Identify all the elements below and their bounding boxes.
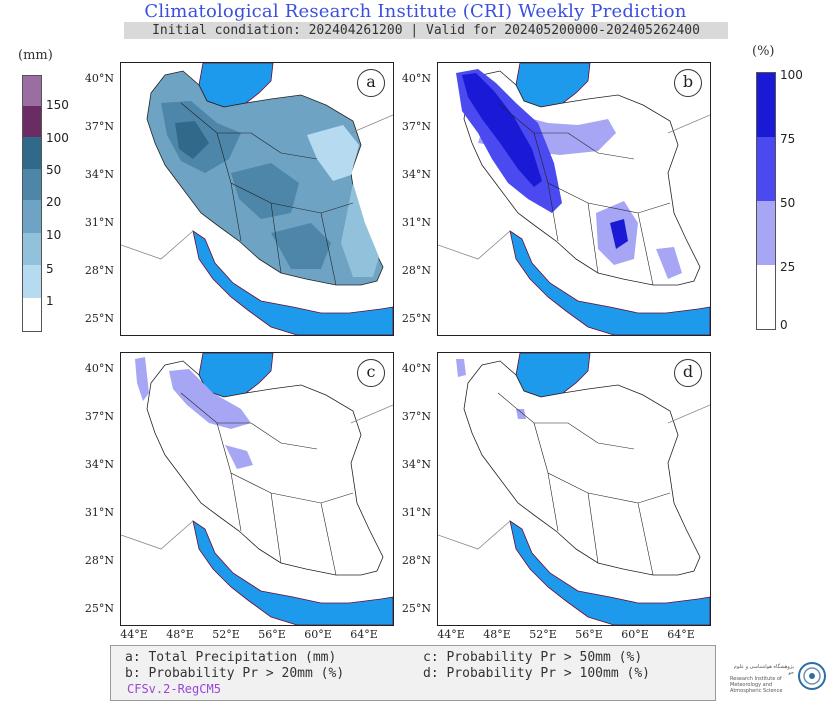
cb-right-tick-50: 50 bbox=[780, 196, 796, 210]
panel-legend: a: Total Precipitation (mm) b: Probabili… bbox=[110, 645, 716, 701]
lat-label: 40°N bbox=[401, 72, 431, 85]
lat-label: 31°N bbox=[84, 216, 114, 229]
lat-label: 25°N bbox=[84, 602, 114, 615]
lon-label: 52°E bbox=[212, 628, 240, 641]
lat-label: 40°N bbox=[84, 362, 114, 375]
cb-left-tick-150: 150 bbox=[46, 98, 69, 112]
logo-text: پژوهشگاه هواشناسی و علوم جو Research Ins… bbox=[730, 664, 794, 694]
lat-label: 40°N bbox=[84, 72, 114, 85]
panel-a-label: a bbox=[357, 69, 385, 97]
lon-label: 44°E bbox=[437, 628, 465, 641]
colorbar-left-unit: (mm) bbox=[18, 48, 53, 63]
cb-left-tick-100: 100 bbox=[46, 131, 69, 145]
lat-label: 25°N bbox=[401, 312, 431, 325]
cb-right-tick-25: 25 bbox=[780, 260, 796, 274]
lon-label: 60°E bbox=[621, 628, 649, 641]
legend-b: b: Probability Pr > 20mm (%) bbox=[125, 666, 345, 681]
map-panel-d: d bbox=[437, 352, 711, 626]
map-panel-c: c bbox=[120, 352, 394, 626]
lon-label: 64°E bbox=[667, 628, 695, 641]
colorbar-right-unit: (%) bbox=[752, 44, 775, 59]
lon-label: 48°E bbox=[166, 628, 194, 641]
lon-label: 44°E bbox=[120, 628, 148, 641]
colorbar-left bbox=[22, 75, 42, 332]
lat-label: 37°N bbox=[401, 120, 431, 133]
colorbar-right bbox=[756, 72, 776, 330]
legend-c: c: Probability Pr > 50mm (%) bbox=[423, 650, 643, 665]
cb-right-tick-0: 0 bbox=[780, 318, 788, 332]
lat-label: 34°N bbox=[84, 458, 114, 471]
swirl-logo-icon bbox=[798, 662, 826, 690]
cb-right-tick-75: 75 bbox=[780, 132, 796, 146]
institute-logo: پژوهشگاه هواشناسی و علوم جو Research Ins… bbox=[730, 656, 830, 700]
map-panel-b: b bbox=[437, 62, 711, 336]
lat-label: 31°N bbox=[401, 216, 431, 229]
lon-label: 48°E bbox=[483, 628, 511, 641]
lat-label: 37°N bbox=[401, 410, 431, 423]
cb-left-tick-5: 5 bbox=[46, 262, 54, 276]
lat-label: 34°N bbox=[401, 168, 431, 181]
legend-a: a: Total Precipitation (mm) bbox=[125, 650, 337, 665]
lat-label: 28°N bbox=[401, 554, 431, 567]
lat-label: 25°N bbox=[84, 312, 114, 325]
lat-label: 37°N bbox=[84, 410, 114, 423]
legend-d: d: Probability Pr > 100mm (%) bbox=[423, 666, 650, 681]
map-panel-a: a bbox=[120, 62, 394, 336]
panel-c-label: c bbox=[357, 359, 385, 387]
lat-label: 31°N bbox=[401, 506, 431, 519]
lon-label: 64°E bbox=[350, 628, 378, 641]
cb-right-tick-100: 100 bbox=[780, 68, 803, 82]
page-title: Climatological Research Institute (CRI) … bbox=[144, 1, 687, 22]
lon-label: 56°E bbox=[258, 628, 286, 641]
logo-text-en: Research Institute of Meteorology and At… bbox=[730, 676, 783, 694]
lon-label: 60°E bbox=[304, 628, 332, 641]
lat-label: 25°N bbox=[401, 602, 431, 615]
lat-label: 34°N bbox=[84, 168, 114, 181]
lon-label: 52°E bbox=[529, 628, 557, 641]
lat-label: 40°N bbox=[401, 362, 431, 375]
lon-label: 56°E bbox=[575, 628, 603, 641]
logo-text-fa: پژوهشگاه هواشناسی و علوم جو bbox=[733, 664, 794, 676]
lat-label: 28°N bbox=[84, 554, 114, 567]
lat-label: 34°N bbox=[401, 458, 431, 471]
cb-left-tick-10: 10 bbox=[46, 228, 62, 242]
panel-d-label: d bbox=[674, 359, 702, 387]
lat-label: 28°N bbox=[84, 264, 114, 277]
panel-b-label: b bbox=[674, 69, 702, 97]
cb-left-tick-1: 1 bbox=[46, 294, 54, 308]
lat-label: 28°N bbox=[401, 264, 431, 277]
lat-label: 31°N bbox=[84, 506, 114, 519]
cb-left-tick-50: 50 bbox=[46, 163, 62, 177]
cb-left-tick-20: 20 bbox=[46, 195, 62, 209]
validity-subtitle: Initial condiation: 202404261200 | Valid… bbox=[124, 22, 728, 39]
model-name: CFSv.2-RegCM5 bbox=[127, 682, 221, 696]
lat-label: 37°N bbox=[84, 120, 114, 133]
